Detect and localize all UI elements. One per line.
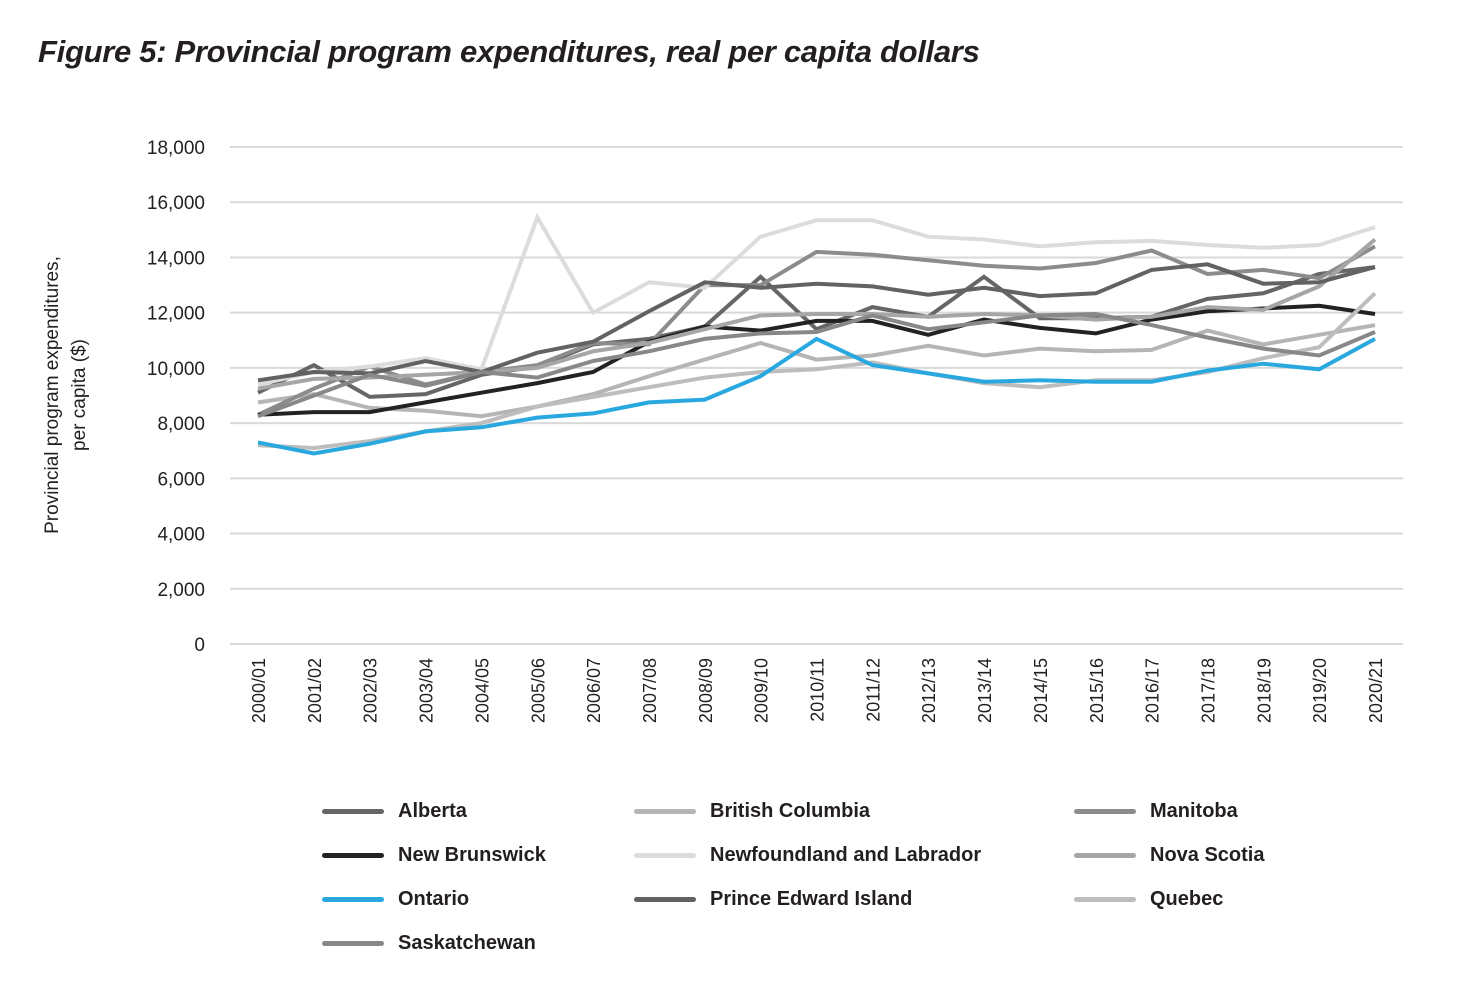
x-tick-label: 2017/18	[1198, 658, 1218, 723]
x-tick-label: 2001/02	[305, 658, 325, 723]
x-tick-label: 2011/12	[863, 658, 883, 722]
x-tick-label: 2007/08	[640, 658, 660, 723]
legend-swatch	[1074, 896, 1136, 902]
series-line-nova-scotia	[257, 237, 1377, 391]
x-tick-label: 2006/07	[584, 658, 604, 723]
x-tick-label: 2020/21	[1366, 658, 1386, 723]
series-line-ontario	[257, 336, 1376, 456]
line-chart: 0 2,000 4,000 6,000 8,000 10,000 12,000 14,000 1…	[42, 138, 1403, 723]
legend-label: New Brunswick	[398, 843, 546, 866]
x-tick-label: 2016/17	[1143, 658, 1163, 723]
x-tick-label: 2019/20	[1310, 658, 1330, 723]
x-tick-label: 2000/01	[249, 658, 269, 723]
legend-swatch	[322, 896, 384, 902]
series-line-saskatchewan	[257, 311, 1376, 419]
x-axis-ticks: 2000/01 2001/02 2002/03 2003/04 2004/05 2005/…	[249, 658, 1386, 723]
series-line-new-brunswick	[257, 303, 1376, 417]
x-tick-label: 2009/10	[752, 658, 772, 723]
y-axis-label-line: Provincial program expenditures,	[42, 256, 63, 534]
y-tick-label: 16,000	[147, 193, 205, 214]
y-tick-label: 18,000	[147, 138, 205, 159]
y-tick-label: 4,000	[157, 525, 205, 546]
x-tick-label: 2005/06	[528, 658, 548, 723]
series-line-newfoundland-and-labrador	[257, 212, 1376, 387]
series-line-british-columbia	[257, 323, 1376, 419]
y-tick-label: 0	[194, 635, 205, 656]
series-line-prince-edward-island	[257, 262, 1376, 383]
legend-label: Ontario	[398, 887, 470, 910]
x-tick-label: 2018/19	[1254, 658, 1274, 723]
legend-item-alberta: Alberta	[322, 796, 467, 826]
legend-swatch	[1074, 808, 1136, 814]
y-tick-label: 2,000	[157, 580, 205, 601]
chart-title: Figure 5: Provincial program expenditure…	[38, 34, 980, 69]
legend-label: British Columbia	[710, 799, 871, 822]
legend-swatch	[634, 852, 696, 858]
x-tick-label: 2013/14	[975, 658, 995, 723]
legend-label: Nova Scotia	[1150, 843, 1265, 866]
y-tick-label: 10,000	[147, 359, 205, 380]
x-tick-label: 2012/13	[919, 658, 939, 723]
y-axis-ticks: 0 2,000 4,000 6,000 8,000 10,000 12,000 14,000 1…	[147, 138, 205, 656]
series-line-alberta	[257, 265, 1376, 399]
legend-label: Quebec	[1150, 887, 1224, 910]
legend-item-saskatchewan: Saskatchewan	[322, 928, 536, 958]
legend-label: Newfoundland and Labrador	[710, 843, 982, 866]
legend-label: Manitoba	[1150, 799, 1238, 822]
y-tick-label: 14,000	[147, 248, 205, 269]
series-lines	[257, 212, 1377, 456]
legend-swatch	[322, 940, 384, 946]
legend-item-manitoba: Manitoba	[1074, 796, 1238, 826]
legend-item-nova-scotia: Nova Scotia	[1074, 840, 1264, 870]
legend-item-british-columbia: British Columbia	[634, 796, 870, 826]
legend-label: Prince Edward Island	[710, 887, 913, 910]
y-axis-label-line: per capita ($)	[69, 339, 90, 451]
x-tick-label: 2004/05	[472, 658, 492, 723]
x-tick-label: 2008/09	[696, 658, 716, 723]
legend-label: Alberta	[398, 799, 467, 822]
legend-swatch	[322, 808, 384, 814]
legend-swatch	[634, 896, 696, 902]
x-tick-label: 2015/16	[1087, 658, 1107, 723]
x-tick-label: 2014/15	[1031, 658, 1051, 723]
legend-item-newfoundland-and-labrador: Newfoundland and Labrador	[634, 840, 981, 870]
y-tick-label: 8,000	[157, 414, 205, 435]
legend-label: Saskatchewan	[398, 931, 536, 954]
legend-item-quebec: Quebec	[1074, 884, 1223, 914]
x-tick-label: 2003/04	[417, 658, 437, 723]
y-tick-label: 12,000	[147, 304, 205, 325]
legend-swatch	[1074, 852, 1136, 858]
x-tick-label: 2010/11	[808, 658, 828, 722]
y-axis-label: Provincial program expenditures, per capi…	[42, 256, 90, 534]
y-tick-label: 6,000	[157, 469, 205, 490]
legend-item-prince-edward-island: Prince Edward Island	[634, 884, 912, 914]
legend-item-ontario: Ontario	[322, 884, 469, 914]
x-tick-label: 2002/03	[361, 658, 381, 723]
legend-swatch	[634, 808, 696, 814]
legend-item-new-brunswick: New Brunswick	[322, 840, 546, 870]
legend-swatch	[322, 852, 384, 858]
